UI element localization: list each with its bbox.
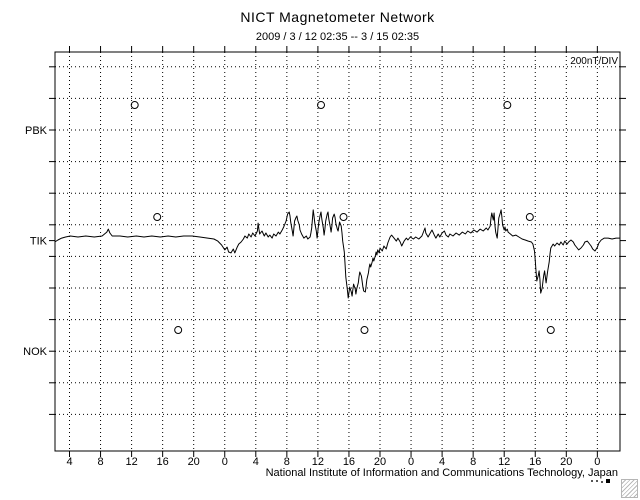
x-tick-label: 20	[188, 456, 200, 468]
marker-circle	[317, 101, 326, 110]
x-tick-label: 20	[374, 456, 386, 468]
x-tick-label: 16	[529, 456, 541, 468]
corner-marks	[591, 479, 610, 483]
x-tick-label: 4	[66, 456, 72, 468]
x-tick-label: 12	[498, 456, 510, 468]
x-tick-label: 0	[408, 456, 414, 468]
marker-circle	[153, 213, 162, 222]
x-tick-label: 12	[125, 456, 137, 468]
x-tick-label: 0	[222, 456, 228, 468]
marker-circle	[546, 326, 555, 335]
x-tick-label: 4	[439, 456, 445, 468]
x-tick-label: 8	[284, 456, 290, 468]
x-tick-label: 8	[97, 456, 103, 468]
marker-circle	[360, 326, 369, 335]
x-tick-label: 0	[594, 456, 600, 468]
x-tick-label: 16	[343, 456, 355, 468]
grid-lines	[55, 52, 620, 451]
marker-circle	[525, 213, 534, 222]
axis-ticks	[49, 46, 626, 457]
station-label: TIK	[30, 236, 48, 248]
plot-border	[54, 51, 621, 452]
x-tick-label: 20	[560, 456, 572, 468]
resize-grip-icon[interactable]	[621, 479, 638, 498]
marker-circle	[503, 101, 512, 110]
tik-data-trace	[54, 209, 620, 299]
date-range-subtitle: 2009 / 3 / 12 02:35 -- 3 / 15 02:35	[255, 31, 420, 43]
x-tick-label: 16	[157, 456, 169, 468]
page-title: NICT Magnetometer Network	[240, 9, 435, 25]
x-axis-labels: 4 8 12 16 20 0 4 8 12 16 20 0 4 8 12 16 20 0	[66, 456, 600, 468]
x-tick-label: 8	[470, 456, 476, 468]
circle-markers	[130, 101, 555, 335]
station-labels: PBK TIK NOK	[23, 125, 48, 358]
station-label: NOK	[23, 346, 48, 358]
x-tick-label: 4	[253, 456, 259, 468]
data-line-tik	[54, 209, 620, 299]
x-tick-label: 12	[312, 456, 324, 468]
institute-footer: National Institute of Information and Co…	[265, 467, 618, 479]
marker-circle	[130, 101, 139, 110]
scale-label: 200nT/DIV	[570, 56, 618, 67]
marker-circle	[339, 213, 348, 222]
marker-circle	[174, 326, 183, 335]
station-label: PBK	[25, 125, 48, 137]
